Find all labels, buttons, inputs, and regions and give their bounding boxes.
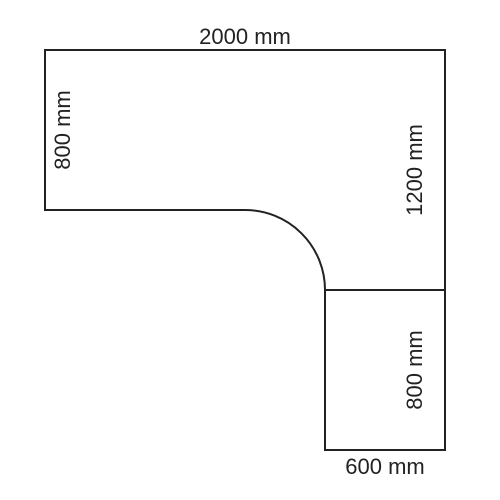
dimension-right-upper: 1200 mm — [402, 124, 427, 216]
dimension-bottom: 600 mm — [345, 454, 424, 479]
desk-outline — [45, 50, 445, 450]
dimension-right-lower: 800 mm — [402, 330, 427, 409]
dimension-top: 2000 mm — [199, 24, 291, 49]
dimension-left: 800 mm — [50, 90, 75, 169]
desk-outline-diagram: 2000 mm 800 mm 1200 mm 800 mm 600 mm — [0, 0, 500, 500]
